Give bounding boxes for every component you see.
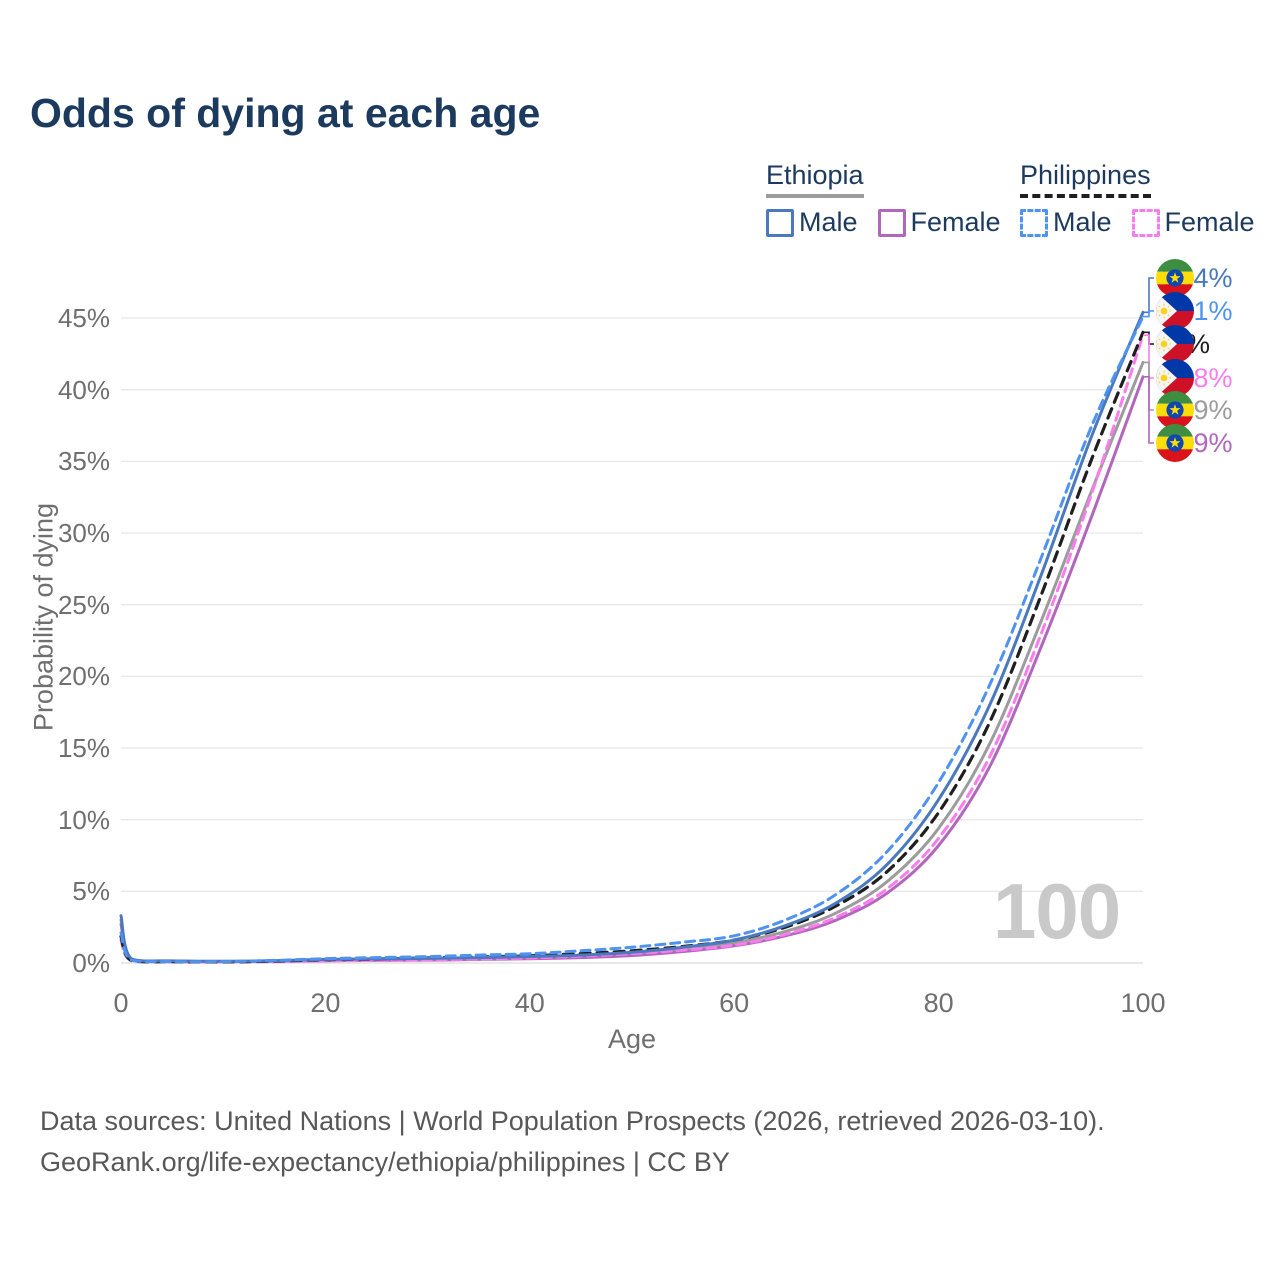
label-connector	[1143, 376, 1154, 444]
x-axis-title: Age	[607, 1024, 657, 1054]
end-label-philippines-female[interactable]: 43.8%	[1156, 359, 1233, 397]
series-line-philippines-both-sexes[interactable]	[119, 330, 1145, 964]
series-line-philippines-male[interactable]	[119, 315, 1145, 964]
philippines-female-swatch[interactable]	[1131, 208, 1160, 237]
y-tick-label: 5%	[72, 876, 110, 907]
label-connector	[1143, 310, 1154, 318]
legend-heading-ethiopia[interactable]: Ethiopia	[766, 160, 864, 198]
ethiopia-male-swatch[interactable]	[766, 208, 794, 237]
end-label-philippines-both-sexes[interactable]: 44%	[1156, 325, 1210, 363]
footer-attribution-link[interactable]: GeoRank.org/life-expectancy/ethiopia/phi…	[40, 1147, 730, 1177]
y-tick-label: 20%	[57, 661, 110, 692]
legend-label-ethiopia-male[interactable]: Male	[799, 207, 858, 237]
x-tick-label: 60	[719, 988, 750, 1018]
philippines-flag-icon	[1156, 325, 1194, 363]
end-label-ethiopia-both-sexes[interactable]: 41.9%	[1156, 391, 1233, 429]
series-line-ethiopia-male[interactable]	[119, 310, 1145, 963]
y-tick-label: 0%	[72, 948, 110, 978]
philippines-male-swatch[interactable]	[1020, 208, 1048, 237]
y-tick-label: 10%	[57, 804, 110, 835]
philippines-flag-icon	[1156, 359, 1194, 397]
legend-group-ethiopia: Ethiopia Male Female	[766, 160, 1021, 238]
legend-row-ethiopia: Male Female	[766, 207, 1021, 238]
end-label-ethiopia-male[interactable]: 45.4%	[1156, 259, 1233, 297]
y-tick-label: 30%	[57, 518, 110, 548]
x-tick-label: 80	[923, 988, 954, 1018]
label-connector	[1143, 334, 1154, 379]
series-line-ethiopia-both-sexes[interactable]	[119, 360, 1145, 963]
ethiopia-flag-icon	[1156, 259, 1194, 297]
ethiopia-flag-icon	[1156, 424, 1194, 462]
legend-label-philippines-female[interactable]: Female	[1164, 207, 1255, 237]
end-label-ethiopia-female[interactable]: 40.9%	[1156, 424, 1233, 462]
series-line-ethiopia-female[interactable]	[119, 375, 1145, 964]
philippines-flag-icon	[1156, 292, 1194, 330]
chart-canvas	[119, 277, 1154, 964]
footer-data-sources: Data sources: United Nations | World Pop…	[40, 1106, 1105, 1136]
legend-label-philippines-male[interactable]: Male	[1053, 207, 1112, 237]
end-label-philippines-male[interactable]: 45.1%	[1156, 292, 1233, 330]
ethiopia-female-swatch[interactable]	[877, 208, 906, 237]
x-tick-label: 0	[113, 988, 129, 1018]
legend-row-philippines: Male Female	[1020, 207, 1275, 238]
hover-age-indicator: 100	[993, 867, 1121, 955]
label-connector	[1143, 277, 1154, 314]
x-tick-label: 40	[514, 988, 545, 1018]
y-tick-label: 25%	[57, 589, 110, 620]
y-axis-title: Probability of dying	[28, 502, 59, 732]
legend-heading-philippines[interactable]: Philippines	[1020, 160, 1151, 198]
page-title: Odds of dying at each age	[30, 90, 541, 136]
y-tick-label: 35%	[57, 446, 110, 477]
legend-group-philippines: Philippines Male Female	[1020, 160, 1275, 238]
x-tick-label: 20	[310, 988, 341, 1018]
series-line-philippines-female[interactable]	[119, 333, 1145, 964]
x-tick-label: 100	[1120, 988, 1166, 1018]
y-tick-label: 40%	[57, 374, 110, 405]
ethiopia-flag-icon	[1156, 391, 1194, 429]
legend-label-ethiopia-female[interactable]: Female	[910, 207, 1001, 237]
y-tick-label: 45%	[57, 303, 110, 333]
y-tick-label: 15%	[57, 733, 110, 763]
